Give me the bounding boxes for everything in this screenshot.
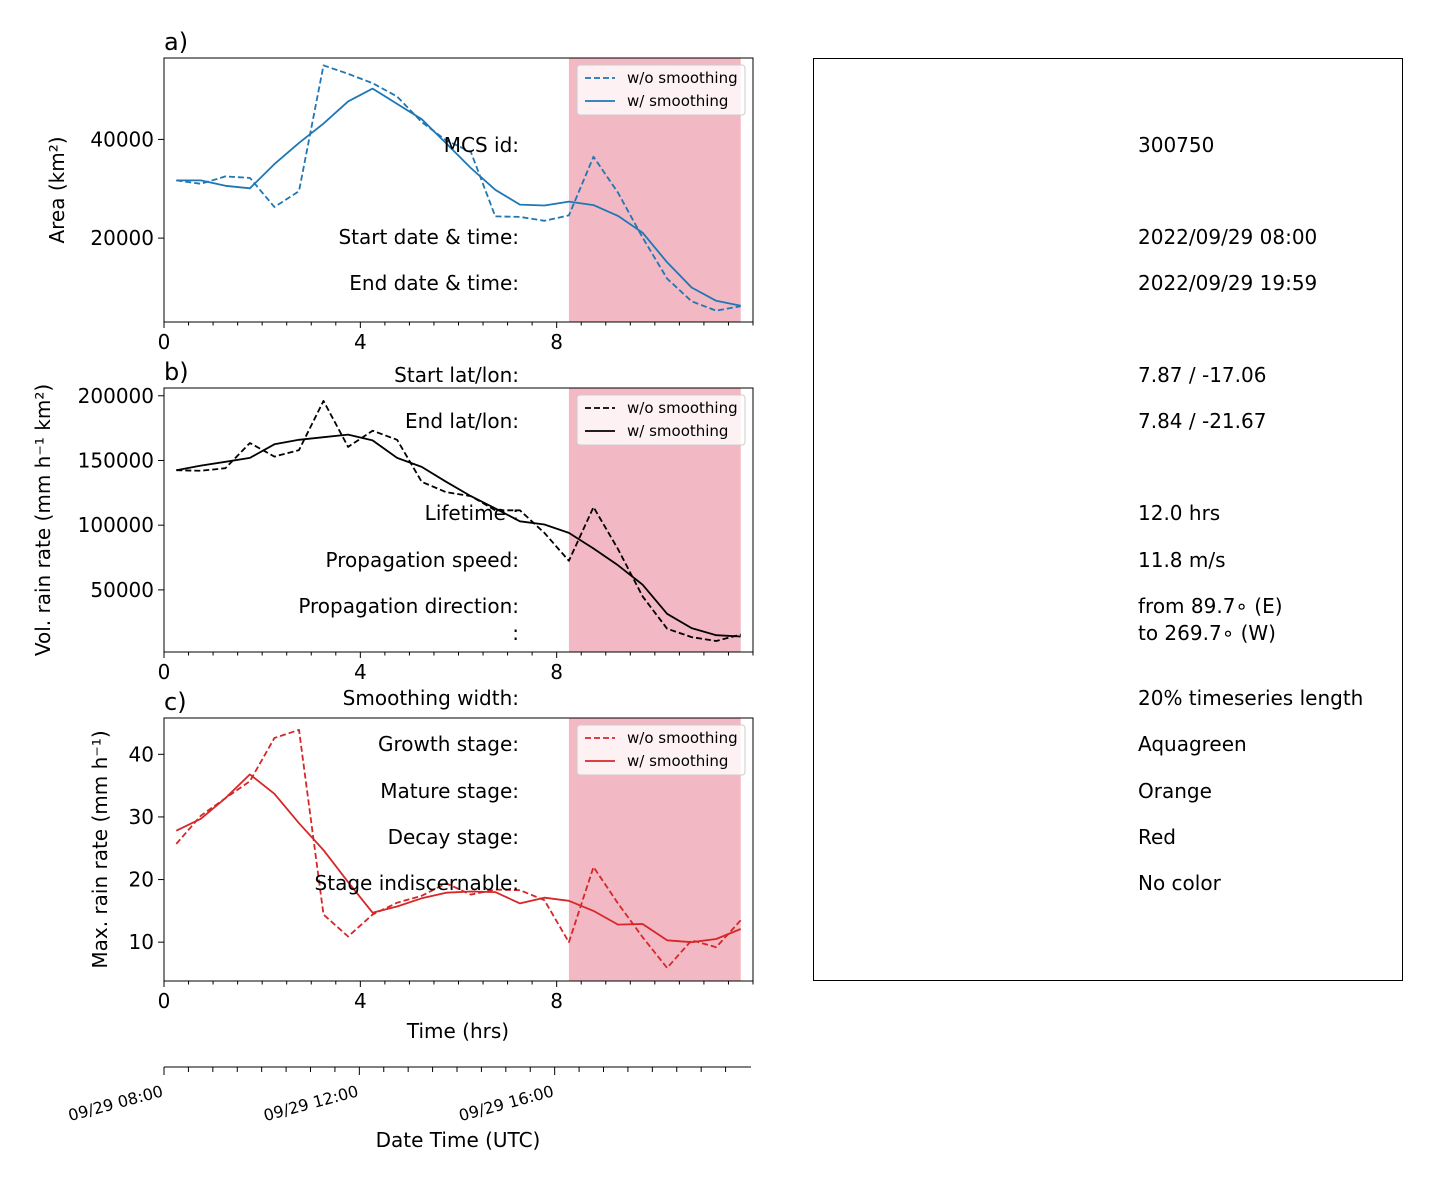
info-label: Propagation speed: (325, 548, 519, 572)
series-line-with-smoothing (176, 87, 741, 307)
series-line-with-smoothing (176, 433, 741, 638)
date-tick-label: 09/29 16:00 (457, 1082, 556, 1126)
legend-label: w/ smoothing (627, 92, 728, 110)
series-line-without-smoothing (176, 399, 741, 642)
series-line-without-smoothing (175, 729, 742, 969)
y-axis-label: Vol. rain rate (mm h⁻¹ km²) (31, 384, 55, 656)
panel-b: 0 4 8 50000 100000 150000 200000 b) Vol. rain ra… (31, 358, 754, 684)
panel-c: 0 4 8 10 20 30 40 c) Max. rain rate (mm h⁻¹) Time… (88, 688, 754, 1043)
y-tick-label: 10 (129, 930, 154, 954)
panel-label: a) (164, 28, 188, 56)
info-value: 2022/09/29 19:59 (1138, 271, 1318, 295)
legend: w/o smoothing w/ smoothing (576, 724, 746, 776)
date-tick-label: 09/29 08:00 (66, 1082, 165, 1126)
y-tick-label: 30 (129, 805, 154, 829)
y-tick-label: 40 (129, 742, 154, 766)
legend-label: w/ smoothing (627, 752, 728, 770)
panel-label: b) (164, 358, 189, 386)
x-tick-label: 0 (158, 330, 171, 354)
info-label: Lifetime : (424, 501, 519, 525)
info-value: No color (1138, 871, 1221, 895)
x-axis-label: Time (hrs) (406, 1019, 509, 1043)
info-value: 12.0 hrs (1138, 501, 1221, 525)
x-tick-label: 4 (354, 660, 367, 684)
info-label: MCS id: (443, 133, 519, 157)
info-label: Smoothing width: (342, 686, 519, 710)
info-label: Propagation direction: (298, 594, 519, 618)
legend-label: w/o smoothing (627, 69, 738, 87)
x-tick-label: 0 (158, 989, 171, 1013)
y-tick-label: 20000 (90, 226, 154, 250)
info-value: from 89.7∘ (E) (1138, 594, 1283, 618)
y-tick-label: 200000 (78, 384, 154, 408)
info-value: 7.87 / -17.06 (1138, 363, 1267, 387)
info-value: Orange (1138, 779, 1212, 803)
info-label: : (512, 621, 519, 645)
info-value: 300750 (1138, 133, 1215, 157)
info-value: Aquagreen (1138, 732, 1247, 756)
legend-box (576, 724, 746, 776)
x-tick-label: 4 (354, 330, 367, 354)
date-axis-label: Date Time (UTC) (376, 1128, 541, 1152)
info-panel: MCS id: 300750 Start date & time: 2022/0… (298, 58, 1403, 981)
info-label: Decay stage: (387, 825, 519, 849)
legend-label: w/ smoothing (627, 422, 728, 440)
legend-box (576, 394, 746, 446)
info-label: Start date & time: (338, 225, 519, 249)
x-tick-label: 8 (550, 330, 563, 354)
x-tick-label: 4 (354, 989, 367, 1013)
y-tick-label: 20 (129, 868, 154, 892)
info-label: Stage indiscernable: (314, 871, 519, 895)
y-tick-label: 40000 (90, 127, 154, 151)
y-axis-label: Area (km²) (45, 136, 69, 243)
x-tick-label: 8 (550, 660, 563, 684)
legend-label: w/o smoothing (627, 399, 738, 417)
y-tick-label: 50000 (90, 578, 154, 602)
x-tick-label: 0 (158, 660, 171, 684)
info-value: 7.84 / -21.67 (1138, 409, 1267, 433)
info-value: 11.8 m/s (1138, 548, 1226, 572)
y-axis-label: Max. rain rate (mm h⁻¹) (88, 730, 112, 968)
legend: w/o smoothing w/ smoothing (576, 64, 746, 116)
info-label: End lat/lon: (405, 409, 519, 433)
info-label: End date & time: (349, 271, 519, 295)
info-label: Growth stage: (377, 732, 519, 756)
legend-label: w/o smoothing (627, 729, 738, 747)
info-label: Start lat/lon: (394, 363, 519, 387)
y-tick-label: 150000 (78, 448, 154, 472)
date-tick-label: 09/29 12:00 (261, 1082, 360, 1126)
info-value: 2022/09/29 08:00 (1138, 225, 1318, 249)
info-value: Red (1138, 825, 1176, 849)
info-label: Mature stage: (380, 779, 519, 803)
x-tick-label: 8 (550, 989, 563, 1013)
legend-box (576, 64, 746, 116)
series-line-with-smoothing (175, 773, 742, 944)
info-value: to 269.7∘ (W) (1138, 621, 1276, 645)
legend: w/o smoothing w/ smoothing (576, 394, 746, 446)
panel-label: c) (164, 688, 187, 716)
info-value: 20% timeseries length (1138, 686, 1364, 710)
y-tick-label: 100000 (78, 513, 154, 537)
